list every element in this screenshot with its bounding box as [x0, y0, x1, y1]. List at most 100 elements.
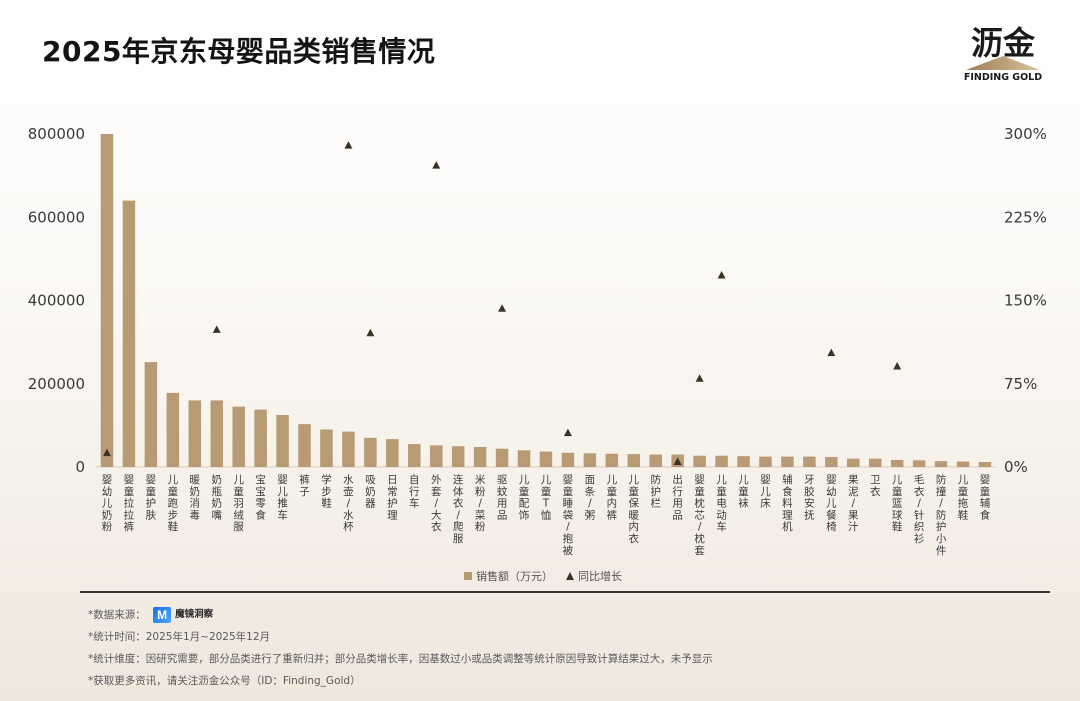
x-category-label: 日常护理	[387, 474, 398, 521]
x-category-label: 儿童拖鞋	[958, 474, 969, 521]
x-category-label: 出行用品	[672, 473, 683, 521]
x-category-label: 水壶/水杯	[343, 474, 354, 533]
bar	[956, 461, 970, 467]
x-category-label: 学步鞋	[321, 473, 332, 510]
legend-marker-swatch	[566, 572, 574, 580]
growth-marker	[563, 428, 572, 437]
x-category-label: 卫衣	[870, 474, 881, 498]
growth-marker	[102, 448, 111, 457]
x-category-label: 吸奶器	[365, 474, 376, 510]
x-category-label: 婴儿床	[760, 474, 771, 510]
bar	[298, 424, 311, 467]
growth-marker	[695, 374, 704, 382]
divider	[80, 591, 1050, 593]
bar	[825, 457, 838, 467]
logo-triangle-icon	[966, 56, 1040, 70]
bar	[539, 451, 553, 467]
bar	[627, 454, 641, 467]
x-category-label: 自行车	[409, 473, 420, 510]
bar	[759, 456, 772, 467]
x-category-label: 婴童睡袋/抱被	[563, 474, 574, 557]
bar	[605, 453, 619, 467]
bar	[100, 134, 114, 467]
x-category-label: 辅食料理机	[782, 473, 793, 533]
y-left-tick-label: 0	[75, 458, 85, 476]
bar	[803, 456, 816, 467]
bar	[122, 200, 136, 467]
x-category-label: 婴幼儿奶粉	[102, 474, 113, 533]
bar	[890, 459, 904, 467]
legend-bar-swatch	[464, 572, 472, 580]
brand-logo-cn: 沥金	[970, 24, 1035, 62]
x-category-label: 裤子	[299, 473, 310, 498]
x-category-label: 儿童袜	[738, 474, 749, 510]
legend-label: 销售额（万元）	[476, 569, 553, 583]
bar	[276, 414, 289, 467]
bar	[320, 429, 333, 467]
x-category-label: 婴童拉拉裤	[124, 474, 135, 533]
growth-marker	[827, 348, 836, 357]
bar	[649, 454, 662, 467]
x-category-label: 暖奶消毒	[190, 473, 201, 521]
bar	[517, 450, 531, 467]
notes: *数据来源： M 魔镜洞察 *统计时间：2025年1月~2025年12月 *统计…	[88, 604, 713, 692]
x-category-label: 防护栏	[650, 473, 661, 510]
bar	[978, 462, 992, 467]
bar	[473, 447, 487, 467]
x-category-label: 面条/粥	[585, 474, 596, 521]
growth-marker	[432, 161, 441, 169]
y-left-tick-label: 600000	[28, 208, 85, 226]
bar	[868, 458, 882, 467]
bar	[583, 453, 597, 467]
bar	[166, 392, 180, 467]
bar	[912, 460, 926, 467]
x-category-label: 外套/大衣	[431, 474, 442, 533]
x-category-label: 儿童保暖内衣	[629, 474, 640, 545]
y-right-tick-label: 0%	[1004, 458, 1028, 476]
x-category-label: 儿童篮球鞋	[892, 474, 903, 533]
note-source: *数据来源： M 魔镜洞察	[88, 604, 713, 626]
x-category-label: 儿童电动车	[716, 474, 727, 533]
x-category-label: 果泥/果汁	[848, 474, 859, 533]
note-more: *获取更多资讯，请关注沥金公众号（ID：Finding_Gold）	[88, 675, 361, 687]
bar	[232, 406, 245, 467]
source-name: 魔镜洞察	[175, 609, 214, 620]
bar	[144, 362, 158, 467]
x-category-label: 婴童枕芯/枕套	[694, 474, 705, 557]
bar	[781, 456, 794, 467]
bar	[364, 437, 377, 467]
x-category-label: 连体衣/爬服	[453, 473, 464, 545]
x-category-label: 防撞/防护小件	[936, 473, 947, 557]
x-category-label: 奶瓶奶嘴	[211, 474, 222, 521]
x-category-label: 驱蚊用品	[497, 474, 508, 521]
y-right-tick-label: 300%	[1004, 125, 1047, 143]
x-category-label: 儿童配饰	[519, 474, 530, 521]
growth-marker	[717, 270, 726, 279]
growth-marker	[893, 361, 902, 370]
x-category-label: 牙胶安抚	[804, 474, 815, 521]
growth-marker	[498, 304, 507, 312]
x-category-label: 儿童跑步鞋	[168, 474, 179, 533]
source-logo: M 魔镜洞察	[153, 604, 213, 626]
legend-label: 同比增长	[578, 569, 622, 583]
growth-marker	[366, 328, 375, 337]
y-right-tick-label: 150%	[1004, 292, 1047, 310]
brand-logo: 沥金 FINDING GOLD	[960, 16, 1050, 86]
bar	[188, 400, 202, 467]
growth-marker	[212, 325, 221, 333]
x-category-label: 婴童辅食	[980, 474, 991, 521]
bar	[210, 400, 223, 467]
bar	[561, 452, 575, 467]
bar	[934, 461, 948, 467]
y-right-tick-label: 75%	[1004, 375, 1037, 393]
bar	[715, 455, 728, 467]
x-category-label: 儿童 T 恤	[541, 474, 552, 521]
x-category-label: 婴童护肤	[146, 474, 157, 521]
bar	[847, 458, 860, 467]
x-category-label: 儿童内裤	[607, 474, 618, 521]
growth-marker	[344, 141, 353, 149]
x-category-label: 婴儿推车	[277, 474, 288, 521]
page-title: 2025年京东母婴品类销售情况	[42, 35, 436, 68]
bar	[693, 455, 706, 467]
source-logo-icon: M	[153, 607, 172, 623]
